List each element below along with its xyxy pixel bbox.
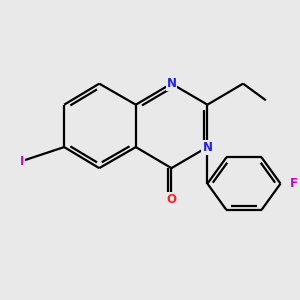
Text: F: F xyxy=(290,177,298,190)
Text: N: N xyxy=(167,77,176,90)
Text: O: O xyxy=(167,193,176,206)
Text: N: N xyxy=(202,141,212,154)
Text: I: I xyxy=(20,154,24,168)
